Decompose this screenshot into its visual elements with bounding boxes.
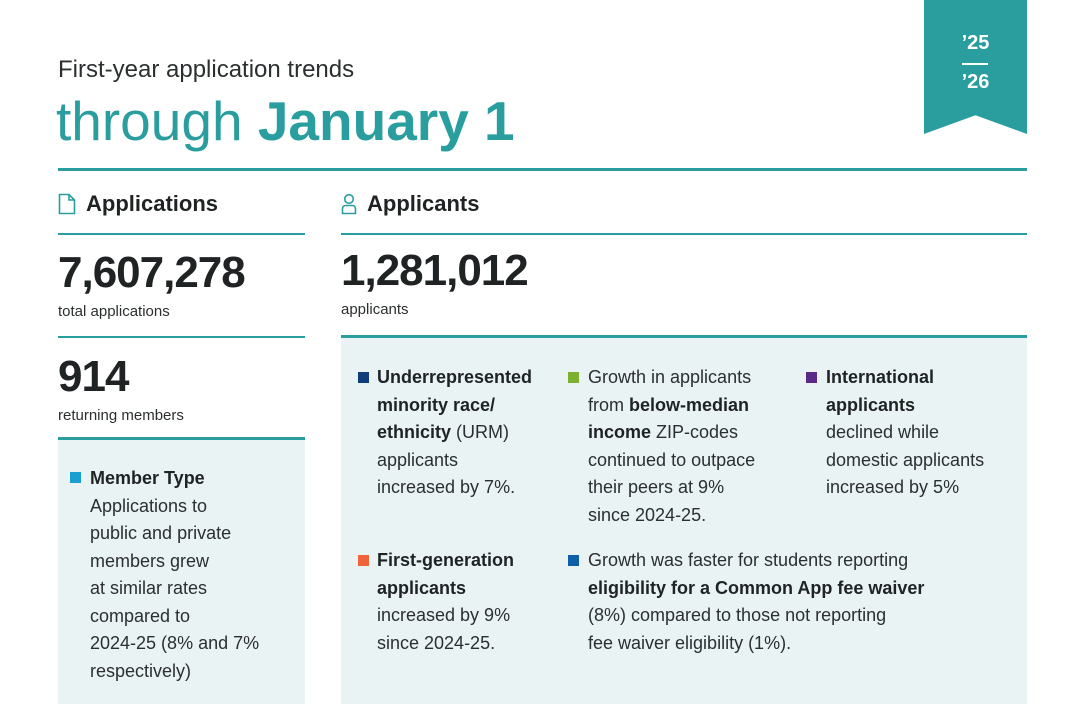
international-line: increased by 5% (826, 477, 960, 497)
page-title: through January 1 (56, 86, 515, 156)
header-rule (58, 168, 1027, 171)
income-line: since 2024-25. (588, 504, 707, 525)
income-line: income (588, 422, 652, 442)
member-type-line: members grew (90, 550, 210, 571)
firstgen-card: First-generation applicants increased by… (377, 547, 567, 657)
international-line: declined while (826, 422, 940, 442)
member-type-title: Member Type (90, 468, 205, 488)
applications-total-rule (58, 336, 305, 338)
income-line: their peers at 9% (588, 477, 725, 497)
income-line: below-median (629, 394, 750, 415)
headline-prefix: through (56, 90, 258, 152)
firstgen-marker (358, 555, 369, 566)
urm-line: Underrepresented (377, 367, 533, 387)
returning-members-value: 914 (58, 352, 129, 401)
feewaiver-card: Growth was faster for students reporting… (588, 547, 1018, 657)
urm-card: Underrepresented minority race/ ethnicit… (377, 364, 567, 502)
firstgen-line: applicants (377, 577, 467, 598)
international-line: domestic applicants (826, 449, 985, 470)
member-type-line: compared to (90, 605, 191, 626)
applications-heading: Applications (86, 191, 219, 216)
applicants-heading: Applicants (367, 191, 480, 216)
urm-line: ethnicity (377, 422, 452, 442)
member-type-panel (58, 440, 305, 704)
feewaiver-line: eligibility for a Common App fee waiver (588, 577, 925, 598)
urm-line: minority race/ (377, 394, 496, 415)
applicants-rule (341, 233, 1027, 235)
applicants-highlights-panel (341, 338, 1027, 704)
member-type-card: Member Type Applications to public and p… (90, 465, 300, 685)
member-type-line: at similar rates (90, 578, 208, 598)
income-line: ZIP-codes (651, 422, 739, 442)
applicants-panel-rule (341, 335, 1027, 338)
ribbon-divider (962, 63, 988, 65)
kicker-title: First-year application trends (58, 56, 355, 83)
total-applicants-value: 1,281,012 (341, 246, 529, 295)
firstgen-line: since 2024-25. (377, 632, 496, 653)
income-line: Growth in applicants (588, 367, 752, 387)
total-applications-value: 7,607,278 (58, 248, 246, 297)
member-panel-rule (58, 437, 305, 440)
income-card: Growth in applicants from below-median i… (588, 364, 798, 529)
urm-line: increased by 7%. (377, 477, 516, 497)
total-applicants-label: applicants (341, 301, 409, 318)
income-line: continued to outpace (588, 449, 756, 470)
member-type-line: public and private (90, 523, 232, 543)
income-marker (568, 372, 579, 383)
feewaiver-line: fee waiver eligibility (1%). (588, 632, 792, 653)
feewaiver-line: (8%) compared to those not reporting (588, 605, 887, 625)
international-line: applicants (826, 394, 916, 415)
member-type-marker (70, 472, 81, 483)
income-line: from (588, 394, 630, 415)
member-type-line: respectively) (90, 660, 192, 681)
urm-line: applicants (377, 449, 459, 470)
applicants-section-title: Applicants (341, 191, 479, 217)
international-marker (806, 372, 817, 383)
firstgen-line: increased by 9% (377, 605, 511, 625)
international-card: International applicants declined while … (826, 364, 1021, 502)
applications-section-title: Applications (58, 191, 218, 217)
total-applications-label: total applications (58, 303, 170, 320)
document-icon (58, 193, 76, 215)
urm-marker (358, 372, 369, 383)
firstgen-line: First-generation (377, 550, 515, 570)
feewaiver-line: Growth was faster for students reporting (588, 550, 909, 570)
returning-members-label: returning members (58, 407, 184, 424)
feewaiver-marker (568, 555, 579, 566)
year-ribbon: ’25 ’26 (924, 0, 1027, 134)
urm-line: (URM) (451, 422, 509, 442)
headline-date: January 1 (257, 90, 515, 152)
applications-rule (58, 233, 305, 235)
person-icon (341, 193, 357, 215)
ribbon-year-top: ’25 (961, 32, 990, 54)
ribbon-year-bottom: ’26 (961, 71, 990, 93)
member-type-line: 2024-25 (8% and 7% (90, 633, 260, 653)
member-type-line: Applications to (90, 495, 208, 516)
international-line: International (826, 367, 935, 387)
